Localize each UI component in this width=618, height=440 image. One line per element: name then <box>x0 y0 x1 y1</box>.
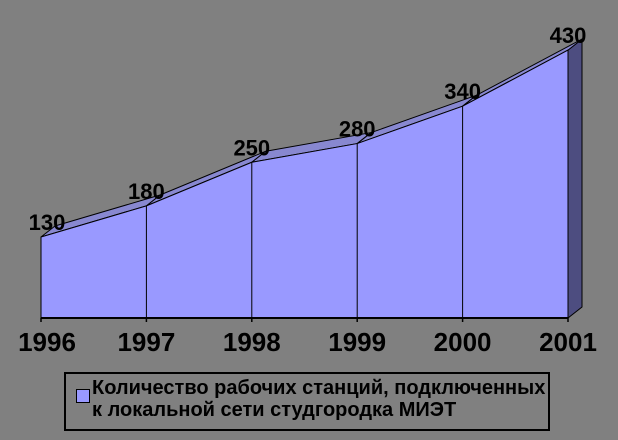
data-label-2001: 430 <box>550 23 587 48</box>
legend-label: Количество рабочих станций, подключенных… <box>92 377 545 421</box>
x-axis-label-1999: 1999 <box>328 327 386 357</box>
legend-swatch <box>76 389 90 403</box>
legend-label-line2: к локальной сети студгородка МИЭТ <box>92 399 457 421</box>
data-label-1999: 280 <box>339 117 376 142</box>
area-side-face <box>567 38 583 320</box>
x-axis-label-2001: 2001 <box>539 327 597 357</box>
data-label-1998: 250 <box>233 135 270 160</box>
x-axis-label-1996: 1996 <box>18 327 76 357</box>
data-label-1996: 130 <box>29 210 66 235</box>
legend-box: Количество рабочих станций, подключенных… <box>64 372 550 431</box>
x-axis-label-1997: 1997 <box>117 327 175 357</box>
legend-label-line1: Количество рабочих станций, подключенных <box>92 377 546 399</box>
x-axis-label-2000: 2000 <box>434 327 492 357</box>
data-label-1997: 180 <box>128 179 165 204</box>
x-axis-label-1998: 1998 <box>223 327 281 357</box>
data-label-2000: 340 <box>444 79 481 104</box>
